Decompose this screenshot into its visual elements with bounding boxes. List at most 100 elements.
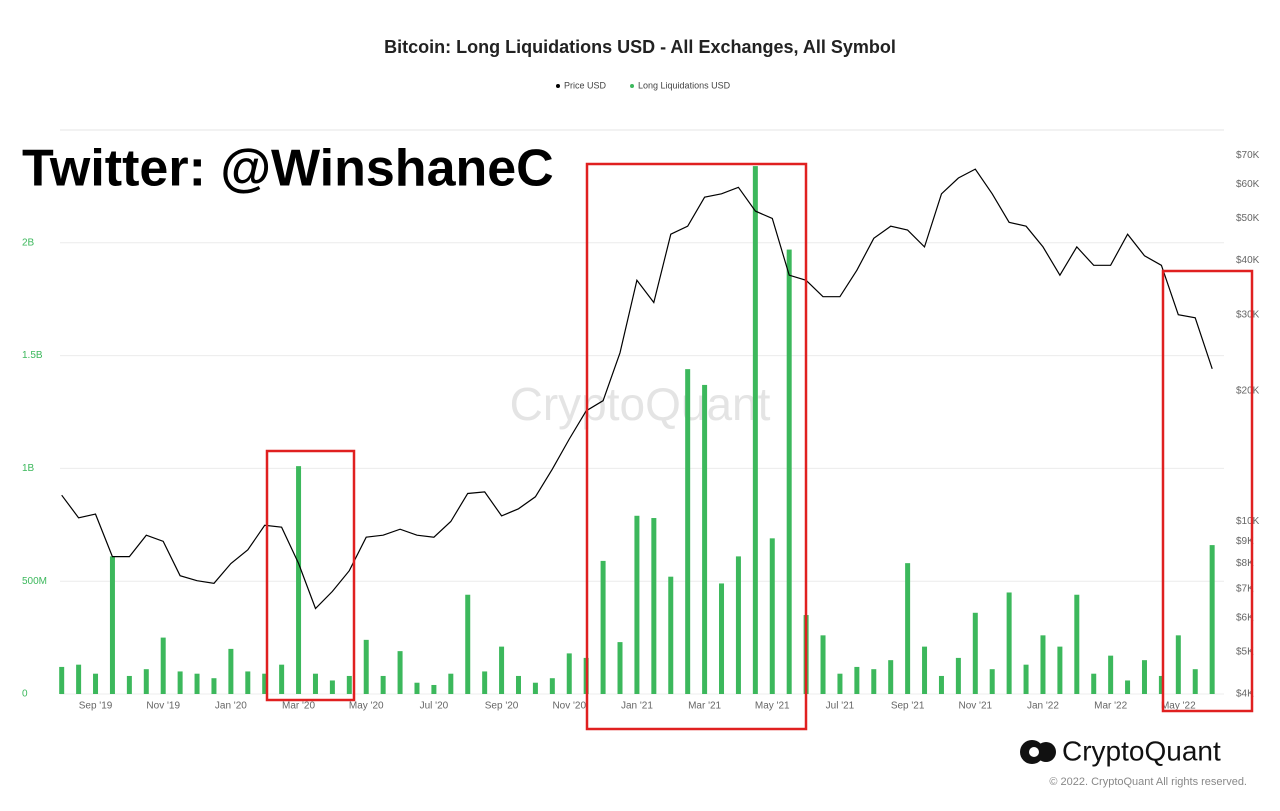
x-tick-label: May '21: [755, 701, 790, 712]
legend: Price USD Long Liquidations USD: [556, 80, 731, 90]
bar: [262, 673, 268, 694]
x-tick-label: Nov '19: [146, 701, 180, 712]
bar: [719, 583, 725, 694]
y2-tick-label: $8K: [1236, 558, 1254, 569]
legend-marker: [556, 84, 560, 88]
bar: [245, 671, 251, 694]
x-tick-label: Sep '20: [485, 701, 519, 712]
bar: [702, 384, 708, 694]
bar: [685, 369, 691, 694]
watermark: CryptoQuant: [510, 378, 771, 430]
bar: [59, 666, 65, 694]
y-tick-label: 1B: [22, 463, 35, 474]
x-tick-label: Jul '21: [826, 701, 855, 712]
bar: [499, 646, 505, 694]
bar: [1209, 545, 1215, 694]
bar: [955, 657, 961, 694]
bar: [1175, 635, 1181, 694]
bar: [905, 563, 911, 694]
bar: [566, 653, 572, 694]
bar: [1192, 669, 1198, 694]
bar: [752, 166, 758, 694]
bar: [296, 466, 302, 694]
bar: [651, 518, 657, 694]
bar: [532, 682, 538, 694]
bar: [211, 678, 217, 694]
bar: [346, 675, 352, 694]
bar: [228, 648, 234, 694]
copyright: © 2022. CryptoQuant All rights reserved.: [1049, 776, 1247, 788]
bar: [769, 538, 775, 694]
x-tick-label: Mar '20: [282, 701, 315, 712]
bar: [871, 669, 877, 694]
x-tick-label: Mar '22: [1094, 701, 1127, 712]
bar: [126, 675, 132, 694]
bar: [414, 682, 420, 694]
bar: [1091, 673, 1097, 694]
bar: [1074, 594, 1080, 694]
bar: [465, 594, 471, 694]
y-tick-label: 0: [22, 689, 28, 700]
y2-tick-label: $6K: [1236, 612, 1254, 623]
bar: [1141, 660, 1147, 694]
bar: [515, 675, 521, 694]
bar: [1125, 680, 1131, 694]
legend-marker: [630, 84, 635, 88]
x-tick-label: Mar '21: [688, 701, 721, 712]
y-tick-label: 1.5B: [22, 350, 43, 361]
highlight-box: [265, 449, 356, 702]
x-tick-label: May '20: [349, 701, 384, 712]
overlay-text: Twitter: @WinshaneC: [22, 140, 554, 198]
legend-label: Long Liquidations USD: [638, 80, 731, 90]
y2-tick-label: $50K: [1236, 213, 1260, 224]
bar: [312, 673, 318, 694]
brand-logo: [1020, 740, 1056, 764]
y2-tick-label: $10K: [1236, 516, 1260, 527]
x-tick-label: Jan '20: [215, 701, 247, 712]
y2-tick-label: $9K: [1236, 536, 1254, 547]
x-tick-label: Jan '21: [621, 701, 653, 712]
x-tick-label: Nov '21: [958, 701, 992, 712]
bar: [160, 637, 166, 694]
y2-tick-label: $4K: [1236, 689, 1254, 700]
y-tick-label: 500M: [22, 576, 47, 587]
bar: [922, 646, 928, 694]
bar: [1057, 646, 1063, 694]
bar: [279, 664, 285, 694]
bar: [93, 673, 99, 694]
plot-area: 0 500M 1B 1.5B 2B $4K $5K $6K $7K $8K $9K $10K $20K $…: [22, 129, 1260, 712]
x-tick-label: Nov '20: [552, 701, 586, 712]
bar: [938, 675, 944, 694]
bar: [1108, 655, 1114, 694]
bar: [431, 684, 437, 694]
bar: [989, 669, 995, 694]
bar: [363, 639, 369, 694]
y2-tick-label: $5K: [1236, 647, 1254, 658]
bar: [888, 660, 894, 694]
bar: [600, 560, 606, 694]
y2-tick-label: $7K: [1236, 583, 1254, 594]
bar: [786, 249, 792, 694]
bar: [329, 680, 335, 694]
y2-tick-label: $60K: [1236, 179, 1260, 190]
bar: [109, 556, 115, 694]
bar: [820, 635, 826, 694]
bar: [380, 675, 386, 694]
bar: [482, 671, 488, 694]
bar: [837, 673, 843, 694]
x-tick-label: Sep '21: [891, 701, 925, 712]
bar: [1158, 675, 1164, 694]
bar: [549, 678, 555, 694]
bar: [668, 576, 674, 694]
bar: [143, 669, 149, 694]
bar: [634, 515, 640, 694]
bar: [397, 651, 403, 694]
bar: [617, 642, 623, 694]
x-tick-label: May '22: [1161, 701, 1196, 712]
highlight-box: [1161, 269, 1254, 713]
y2-tick-label: $40K: [1236, 255, 1260, 266]
y2-tick-label: $30K: [1236, 309, 1260, 320]
chart-title: Bitcoin: Long Liquidations USD - All Exc…: [384, 37, 896, 57]
x-tick-label: Jul '20: [420, 701, 449, 712]
